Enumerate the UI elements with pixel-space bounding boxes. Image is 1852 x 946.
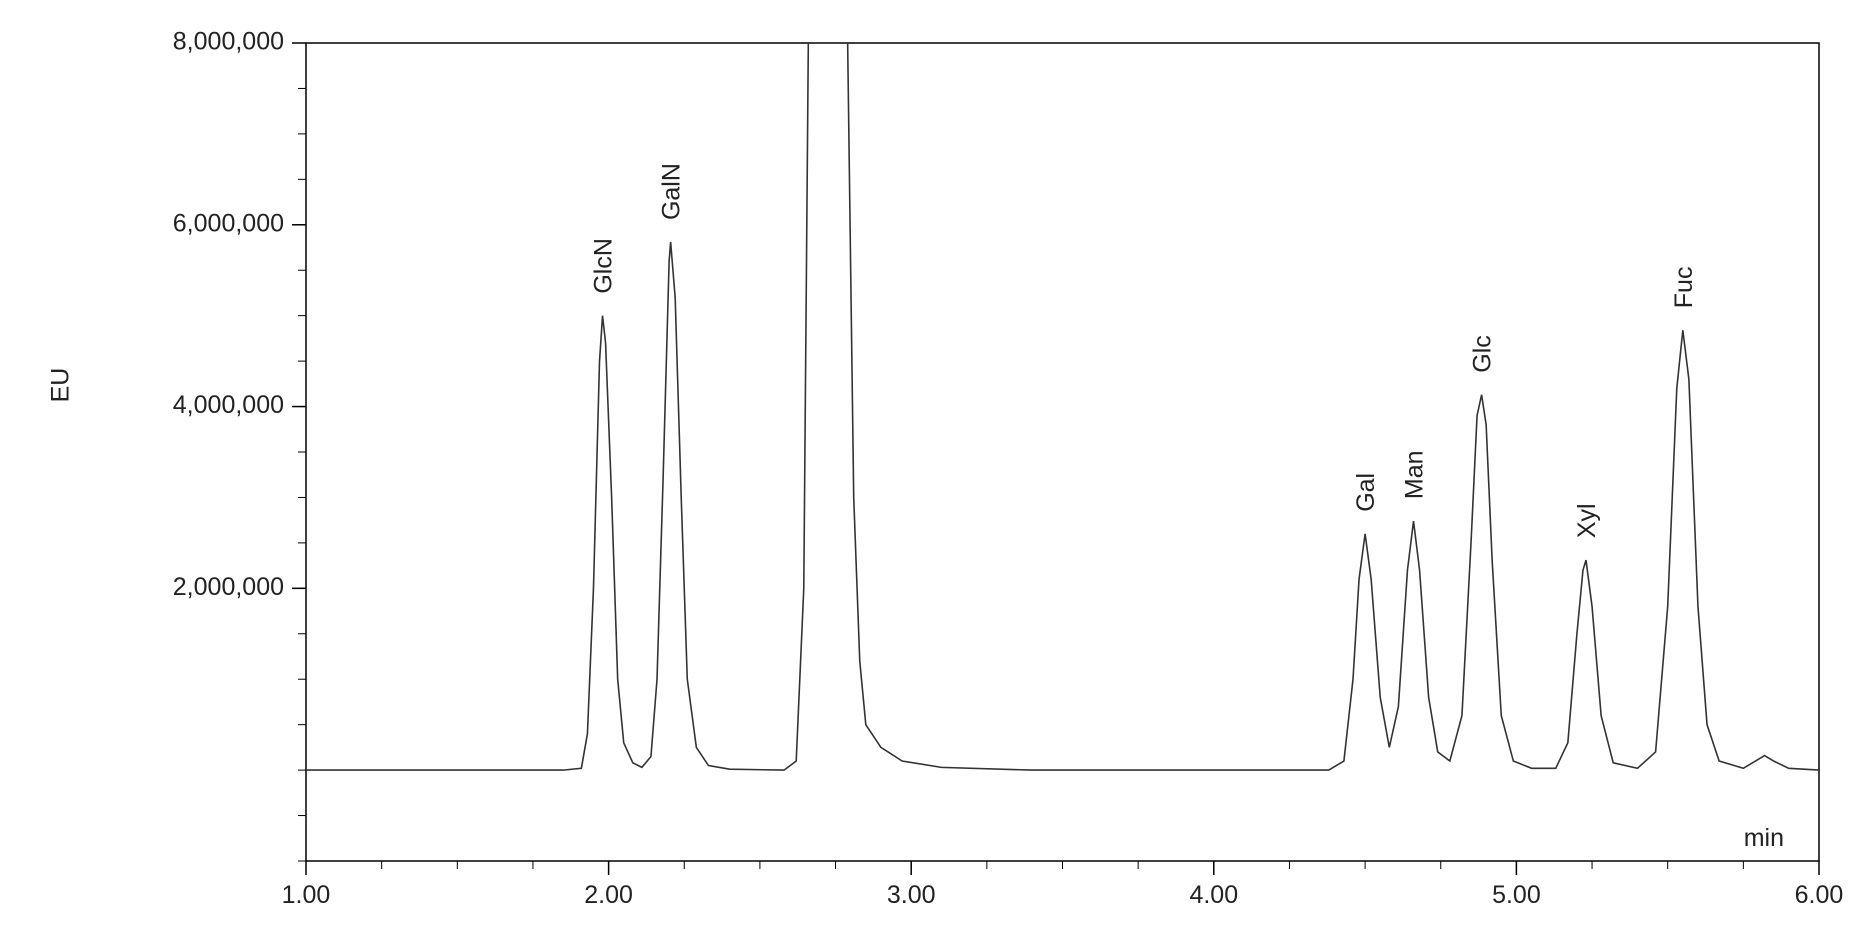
peak-label: Xyl xyxy=(1573,503,1601,538)
x-axis-label: min xyxy=(1744,824,1784,852)
y-tick-label: 8,000,000 xyxy=(173,28,284,56)
x-tick-label: 1.00 xyxy=(282,881,331,909)
peak-label: Man xyxy=(1401,450,1429,499)
peak-label: Gal xyxy=(1352,473,1380,512)
peak-label: GalN xyxy=(658,163,686,220)
y-tick-label: 4,000,000 xyxy=(173,391,284,419)
plot-frame xyxy=(305,42,1820,862)
x-tick-label: 4.00 xyxy=(1189,881,1238,909)
y-tick-label: 2,000,000 xyxy=(173,573,284,601)
peak-label: Fuc xyxy=(1670,267,1698,309)
trace xyxy=(306,43,1819,771)
x-tick-label: 6.00 xyxy=(1795,881,1844,909)
peak-label: GlcN xyxy=(590,238,618,294)
y-axis-label: EU xyxy=(47,368,75,403)
x-tick-label: 5.00 xyxy=(1492,881,1541,909)
x-tick-label: 2.00 xyxy=(584,881,633,909)
peak-label: Glc xyxy=(1469,335,1497,373)
y-tick-label: 6,000,000 xyxy=(173,209,284,237)
x-tick-label: 3.00 xyxy=(887,881,936,909)
